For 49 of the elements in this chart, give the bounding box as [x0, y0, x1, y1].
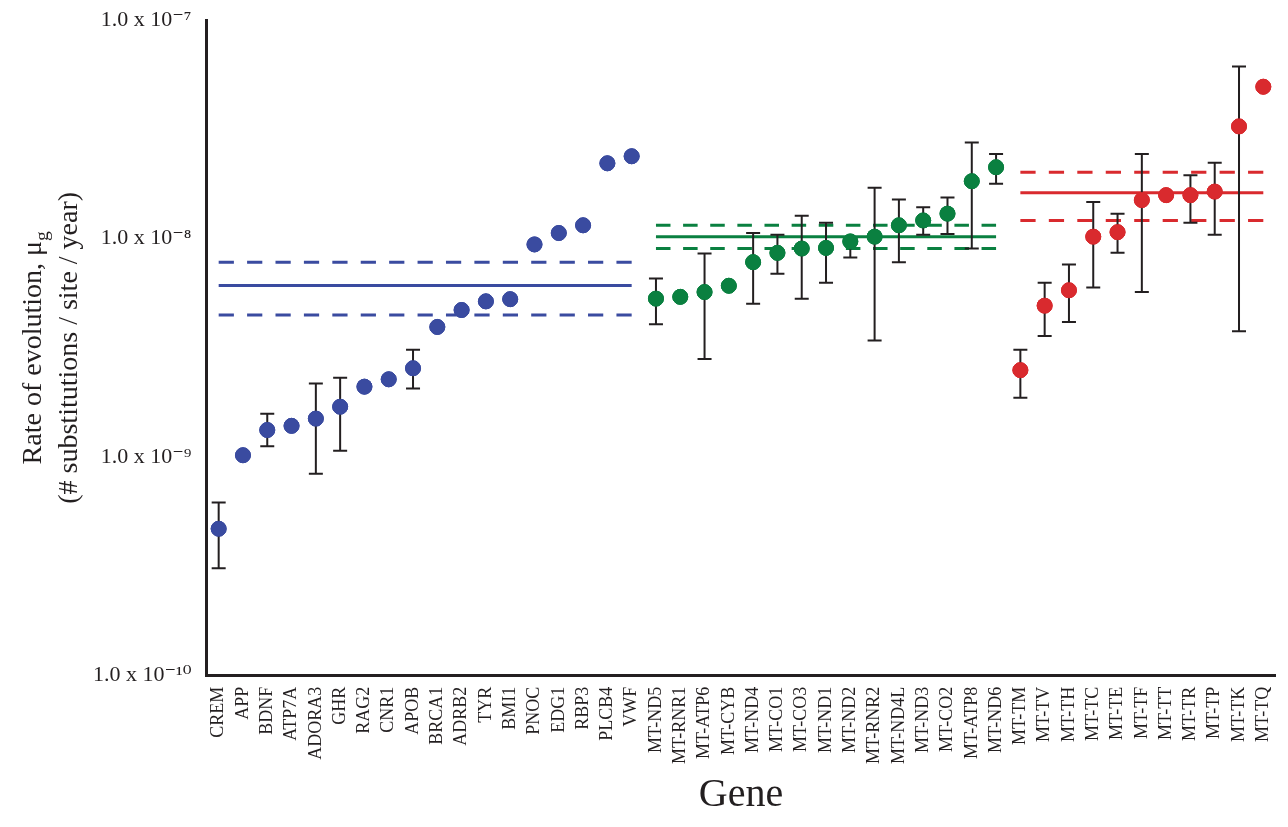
x-tick-label: APP: [231, 686, 252, 720]
x-tick-label: MT-TC: [1081, 686, 1102, 741]
x-tick-label: MT-ATP6: [693, 686, 714, 760]
x-tick-label: RBP3: [571, 686, 592, 730]
x-tick-label: TYR: [474, 686, 495, 723]
x-tick-label: MT-RNR1: [668, 686, 689, 765]
x-tick-label: MT-TE: [1106, 686, 1127, 740]
x-axis-title: Gene: [698, 769, 784, 815]
x-tick-label: APOB: [401, 686, 422, 735]
x-tick-label: MT-TP: [1203, 686, 1224, 740]
x-tick-label: MT-TK: [1227, 686, 1248, 742]
x-tick-label: MT-CYB: [717, 686, 738, 756]
x-tick-label: MT-ND2: [839, 686, 860, 753]
x-tick-label: MT-ATP8: [960, 686, 981, 760]
x-tick-label: MT-ND4: [741, 686, 762, 753]
x-tick-label: MT-TF: [1130, 686, 1151, 740]
x-tick-label: MT-TQ: [1252, 686, 1273, 742]
x-tick-label: MT-ND3: [911, 686, 932, 753]
x-tick-label: MT-CO1: [766, 686, 787, 753]
x-tick-label: CNR1: [377, 686, 398, 733]
x-tick-label: CREM: [207, 686, 228, 738]
x-tick-label: MT-ND6: [984, 686, 1005, 753]
x-tick-label: MT-ND5: [644, 686, 665, 753]
x-tick-label: MT-TT: [1154, 686, 1175, 740]
x-tick-label: MT-ND1: [814, 686, 835, 753]
x-tick-label: MT-TM: [1009, 686, 1030, 745]
x-tick-label: GHR: [328, 686, 349, 725]
x-tick-label: PNOC: [523, 686, 544, 735]
x-tick-label: ADORA3: [304, 686, 325, 760]
x-tick-label: PLCB4: [596, 686, 617, 741]
x-tick-label: MT-CO2: [936, 686, 957, 753]
x-tick-label: MT-TH: [1057, 686, 1078, 742]
x-tick-label: BDNF: [256, 686, 276, 735]
x-tick-label: BRCA1: [426, 686, 447, 745]
x-tick-label: VWF: [620, 686, 641, 727]
x-tick-label: EDG1: [547, 686, 568, 733]
x-tick-label: MT-TV: [1033, 686, 1054, 742]
x-tick-label: ADRB2: [450, 686, 471, 746]
x-tick-label: RAG2: [353, 686, 374, 734]
x-tick-label: MT-ND4L: [887, 686, 908, 764]
x-tick-label: BMI1: [498, 686, 519, 730]
x-tick-label: MT-RNR2: [863, 686, 884, 765]
y-tick-label: 1.0 x 10⁻⁷: [100, 5, 192, 31]
y-tick-label: 1.0 x 10⁻⁸: [100, 224, 192, 250]
y-tick-label: 1.0 x 10⁻¹⁰: [93, 661, 192, 687]
x-tick-label: ATP7A: [280, 686, 301, 741]
y-tick-label: 1.0 x 10⁻⁹: [100, 442, 192, 468]
x-tick-label: MT-TR: [1179, 686, 1200, 741]
x-tick-label: MT-CO3: [790, 686, 811, 753]
